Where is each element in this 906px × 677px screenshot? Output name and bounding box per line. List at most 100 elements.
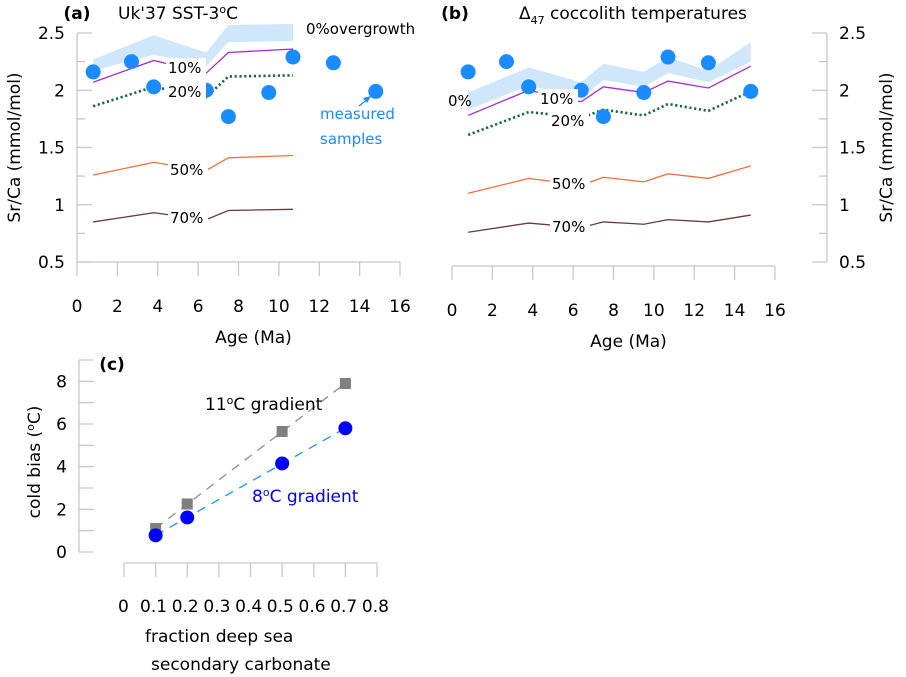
y-tick-label: 6: [56, 415, 67, 435]
sample-point: [700, 55, 716, 71]
x-tick-label: 14: [349, 297, 371, 317]
x-tick-label: 0: [447, 301, 458, 321]
label-50pct: 50%: [170, 161, 203, 179]
x-tick-label: 8: [233, 297, 244, 317]
label-50pct: 50%: [552, 175, 585, 193]
label-20pct: 20%: [168, 83, 201, 101]
y-tick-label: 2: [839, 81, 850, 101]
title-text: coccolith temperatures: [545, 4, 747, 24]
x-tick-label: 0.4: [235, 597, 262, 617]
panel-b: 0.5 1 1.5 2 2.5 Sr/Ca (mmol/mol) 0 2 4 6 8 10 12 14 16…: [441, 4, 897, 352]
sample-point: [660, 49, 676, 65]
panel-label: (c): [99, 355, 125, 375]
point-8c-gradient: [275, 456, 290, 471]
x-tick-labels: 0 0.1 0.2 0.3 0.4 0.5 0.6 0.7 0.8: [118, 597, 389, 617]
point-8c-gradient: [180, 510, 195, 525]
label-10pct-bg: [538, 89, 578, 107]
x-tick-label: 0: [72, 297, 83, 317]
label-50pct-bg: [550, 174, 590, 192]
x-axis: 0 2 4 6 8 10 12 14 16 Age (Ma): [447, 265, 786, 352]
sample-point: [595, 109, 611, 125]
label-0pct-overgrowth: 0%overgrowth: [306, 20, 415, 38]
y-tick-label: 2: [54, 81, 65, 101]
band-0-percent-overgrowth: [468, 42, 751, 110]
y-tick-label: 0.5: [839, 253, 866, 273]
label-20pct-bg: [166, 82, 206, 100]
point-11c-gradient: [339, 377, 351, 389]
label-70pct-bg: [168, 208, 208, 226]
label-70pct: 70%: [170, 209, 203, 227]
x-tick-label: 8: [608, 301, 619, 321]
y-title-suffix: C): [25, 406, 45, 425]
x-tick-label: 2: [112, 297, 123, 317]
sample-point: [220, 109, 236, 125]
y-title-text: cold bias (: [25, 431, 45, 519]
label-superscript: o: [263, 486, 270, 499]
panel-a: 0.5 1 1.5 2 2.5 Sr/Ca (mmol/mol) 0 2 4 6 8 10 12 14 16…: [5, 3, 415, 348]
x-tick-label: 0.6: [299, 597, 326, 617]
x-tick-label: 12: [308, 297, 330, 317]
y-tick-label: 1: [54, 196, 65, 216]
y-tick-label: 2: [56, 500, 67, 520]
x-tick-label: 0.8: [362, 597, 389, 617]
y-tick-label: 2.5: [38, 24, 65, 44]
label-50pct-bg: [168, 160, 208, 178]
x-tick-label: 16: [389, 297, 411, 317]
y-tick-label: 0.5: [38, 253, 65, 273]
y-tick-label: 1: [839, 196, 850, 216]
y-axis-title: Sr/Ca (mmol/mol): [5, 72, 25, 222]
sample-point: [85, 64, 101, 80]
label-superscript: o: [227, 394, 234, 407]
label-20pct: 20%: [551, 112, 584, 130]
x-tick-label: 0.2: [172, 597, 199, 617]
x-tick-label: 6: [568, 301, 579, 321]
sample-point: [146, 79, 162, 95]
panel-title: Uk'37 SST-3oC: [118, 3, 238, 24]
sample-point: [325, 55, 341, 71]
y-axis-title: cold bias (oC): [24, 406, 45, 519]
y-axis: 0.5 1 1.5 2 2.5 Sr/Ca (mmol/mol): [812, 24, 897, 273]
sample-point: [285, 49, 301, 65]
title-subscript: 47: [531, 14, 545, 27]
y-tick-label: 1.5: [839, 139, 866, 159]
point-11c-gradient: [181, 498, 193, 510]
x-axis: 0 2 4 6 8 10 12 14 16 Age (Ma): [72, 261, 411, 348]
y-title-superscript: o: [24, 424, 37, 431]
label-20pct-bg: [549, 111, 589, 129]
label-10pct: 10%: [168, 59, 201, 77]
sample-point: [460, 64, 476, 80]
title-superscript: o: [219, 3, 226, 16]
sample-point: [499, 54, 515, 70]
series-line-10pct: [467, 65, 752, 117]
x-tick-label: 4: [152, 297, 163, 317]
label-8c-gradient: 8oC gradient: [252, 486, 359, 507]
y-axis-title: Sr/Ca (mmol/mol): [877, 72, 897, 222]
point-8c-gradient: [338, 421, 353, 436]
x-tick-label: 16: [764, 301, 786, 321]
x-tick-label: 2: [487, 301, 498, 321]
label-70pct: 70%: [552, 218, 585, 236]
label-suffix: C gradient: [270, 487, 359, 507]
label-0pct: 0%: [448, 92, 472, 110]
x-tick-label: 6: [193, 297, 204, 317]
x-axis: 0 0.1 0.2 0.3 0.4 0.5 0.6 0.7 0.8 fraction deep s…: [118, 562, 389, 675]
band-0-percent-overgrowth: [93, 23, 294, 71]
series-line-70pct: [468, 214, 751, 233]
x-axis-title-line1: fraction deep sea: [145, 627, 293, 647]
y-axis: 0 2 4 6 8 cold bias (oC): [24, 359, 94, 563]
y-tick-label: 0: [56, 543, 67, 563]
sample-point: [124, 54, 140, 70]
x-axis-title: Age (Ma): [215, 328, 292, 348]
x-tick-label: 12: [683, 301, 705, 321]
y-axis: 0.5 1 1.5 2 2.5 Sr/Ca (mmol/mol): [5, 24, 92, 273]
y-tick-label: 8: [56, 372, 67, 392]
sample-point: [521, 79, 537, 95]
x-axis-title-line2: secondary carbonate: [151, 655, 331, 675]
label-11c-gradient: 11oC gradient: [205, 394, 323, 415]
label-10pct-bg: [166, 58, 206, 76]
x-tick-label: 10: [268, 297, 290, 317]
x-tick-label: 0.5: [267, 597, 294, 617]
panel-label: (b): [441, 4, 469, 24]
